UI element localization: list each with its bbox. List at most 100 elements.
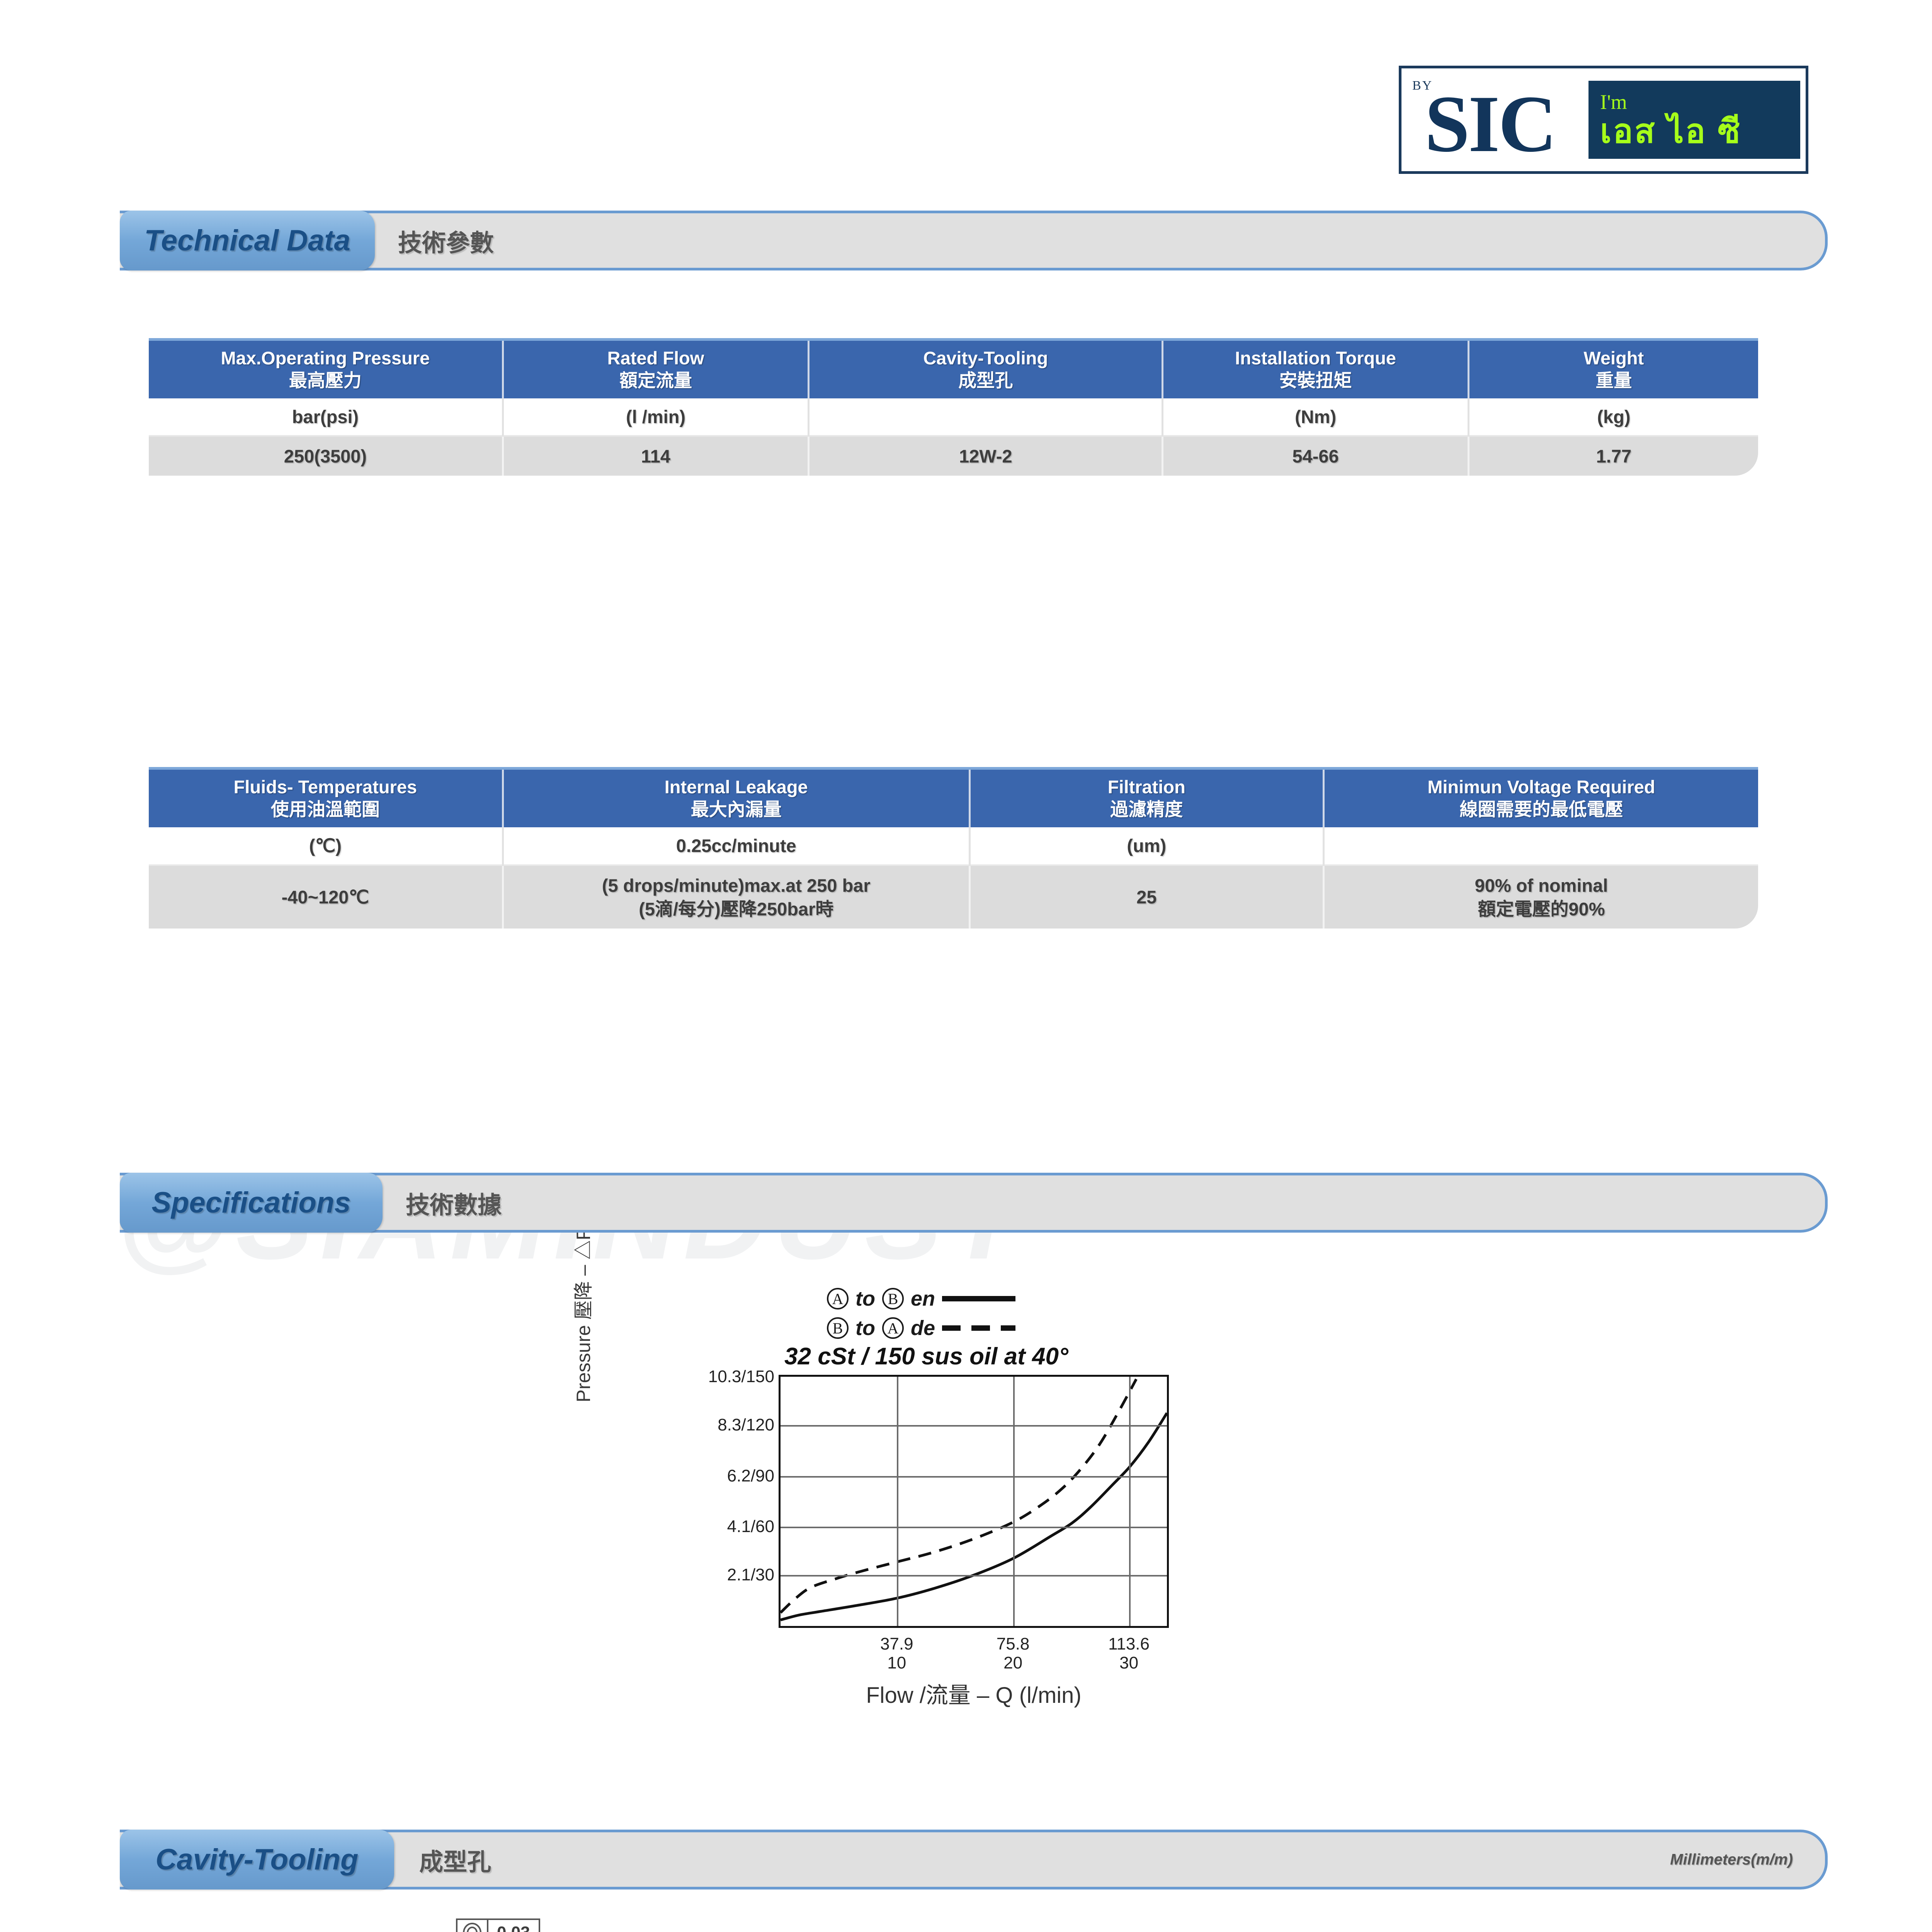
col-header-en: Internal Leakage [664, 777, 808, 797]
table-header-row: Fluids- Temperatures 使用油溫範圍 Internal Lea… [149, 767, 1758, 827]
table-value-row: 250(3500) 114 12W-2 54-66 1.77 [149, 435, 1758, 476]
table-unit-row: bar(psi) (l /min) (Nm) (kg) [149, 398, 1758, 437]
value-cell: 54-66 [1162, 435, 1469, 476]
chart-y-tick-label: 2.1/30 [727, 1565, 774, 1585]
col-header-cn: 最大內漏量 [690, 799, 782, 820]
technical-data-table-1: Max.Operating Pressure 最高壓力 Rated Flow 額… [149, 338, 1758, 476]
value-cell: 12W-2 [808, 435, 1164, 476]
value-line-1: -40~120℃ [281, 887, 369, 908]
col-header-cn: 過濾精度 [1110, 799, 1183, 820]
section-title-technical-data: Technical Data [144, 224, 350, 257]
port-b-icon: B [827, 1317, 849, 1339]
port-a-icon: A [882, 1317, 904, 1339]
col-header-cn: 最高壓力 [289, 370, 362, 391]
col-header-cn: 成型孔 [958, 370, 1013, 391]
value-line-2: (5滴/每分)壓降250bar時 [639, 898, 834, 919]
value-line-1: 25 [1136, 887, 1157, 908]
section-header-pill: Specifications [120, 1173, 383, 1233]
section-header-background [120, 1173, 1828, 1233]
table-value-row: -40~120℃ (5 drops/minute)max.at 250 bar … [149, 865, 1758, 929]
chart-curves [781, 1378, 1167, 1621]
gdt-concentricity-frame: 0.03 [456, 1918, 540, 1932]
col-header-weight: Weight 重量 [1468, 338, 1758, 398]
unit-cell: (l /min) [503, 398, 810, 437]
unit-cell: (um) [969, 827, 1325, 866]
concentricity-icon [457, 1920, 488, 1932]
col-header-en: Fluids- Temperatures [233, 777, 417, 797]
chart-gridline-horizontal [781, 1425, 1167, 1427]
chart-y-tick-label: 4.1/60 [727, 1517, 774, 1536]
value-cell: (5 drops/minute)max.at 250 bar (5滴/每分)壓降… [503, 865, 971, 929]
section-title-cavity-tooling: Cavity-Tooling [155, 1843, 359, 1876]
company-logo: BY SIC I'm เอส ไอ ซี [1399, 66, 1808, 174]
col-header-internal-leakage: Internal Leakage 最大內漏量 [503, 767, 971, 827]
unit-cell [1323, 827, 1758, 866]
col-header-rated-flow: Rated Flow 額定流量 [503, 338, 810, 398]
section-header-background [120, 211, 1828, 270]
chart-gridline-vertical [896, 1377, 898, 1626]
unit-note-millimeters: Millimeters(m/m) [1670, 1851, 1793, 1868]
col-header-cn: 使用油溫範圍 [270, 799, 380, 820]
chart-x-axis-label: Flow /流量 – Q (l/min) [866, 1683, 1082, 1708]
value-cell: -40~120℃ [149, 865, 504, 929]
logo-im-label: I'm [1600, 90, 1627, 114]
unit-cell: 0.25cc/minute [503, 827, 971, 866]
col-header-en: Weight [1583, 348, 1644, 368]
legend-to-word: to [855, 1316, 875, 1340]
curve-b-to-a [781, 1378, 1138, 1614]
col-header-en: Cavity-Tooling [923, 348, 1048, 368]
legend-code: de [910, 1316, 935, 1340]
logo-by-label: BY [1412, 78, 1433, 93]
col-header-en: Max.Operating Pressure [221, 348, 430, 368]
value-line-1: 90% of nominal [1475, 875, 1608, 896]
table-header-row: Max.Operating Pressure 最高壓力 Rated Flow 額… [149, 338, 1758, 398]
value-cell: 250(3500) [149, 435, 504, 476]
col-header-cn: 安裝扭矩 [1279, 370, 1352, 391]
col-header-cavity-tooling: Cavity-Tooling 成型孔 [808, 338, 1164, 398]
chart-gridline-vertical [1013, 1377, 1015, 1626]
pressure-flow-chart: A to B en B to A de 32 cSt / 150 sus oil… [573, 1187, 1298, 1808]
chart-title: 32 cSt / 150 sus oil at 40° [784, 1343, 1068, 1370]
chart-x-tick-label: 113.6 30 [1108, 1634, 1150, 1673]
col-header-en: Rated Flow [607, 348, 704, 368]
logo-brand-text: SIC [1425, 79, 1557, 169]
port-b-icon: B [882, 1288, 904, 1310]
chart-gridline-horizontal [781, 1527, 1167, 1529]
technical-data-table-2: Fluids- Temperatures 使用油溫範圍 Internal Lea… [149, 767, 1758, 929]
logo-sic-block: BY SIC [1407, 72, 1588, 167]
section-header-background [120, 1830, 1828, 1889]
unit-cell: (℃) [149, 827, 504, 866]
value-line-1: (5 drops/minute)max.at 250 bar [602, 875, 871, 896]
chart-plot-area: 2.1/30 4.1/60 6.2/90 8.3/120 10.3/150 37.9 10 7… [708, 1367, 1169, 1672]
value-cell: 25 [969, 865, 1325, 929]
legend-to-word: to [855, 1287, 875, 1310]
col-header-en: Minimun Voltage Required [1427, 777, 1655, 797]
value-line-2: 額定電壓的90% [1478, 898, 1605, 919]
col-header-cn: 額定流量 [619, 370, 692, 391]
unit-cell: (Nm) [1162, 398, 1469, 437]
chart-gridline-horizontal [781, 1476, 1167, 1478]
section-header-pill: Technical Data [120, 211, 375, 270]
col-header-max-operating-pressure: Max.Operating Pressure 最高壓力 [149, 338, 504, 398]
chart-gridline-horizontal [781, 1575, 1167, 1577]
legend-item-b-to-a: B to A de [827, 1316, 1136, 1340]
logo-thai-block: I'm เอส ไอ ซี [1588, 81, 1800, 159]
section-title-cn-technical-data: 技術參數 [398, 230, 494, 257]
legend-item-a-to-b: A to B en [827, 1287, 1136, 1311]
chart-y-tick-label: 8.3/120 [718, 1415, 774, 1435]
chart-y-tick-label: 6.2/90 [727, 1466, 774, 1485]
legend-code: en [910, 1287, 935, 1310]
col-header-cn: 線圈需要的最低電壓 [1459, 799, 1623, 820]
section-header-cavity-tooling: Cavity-Tooling 成型孔 Millimeters(m/m) [120, 1830, 1828, 1889]
col-header-en: Installation Torque [1235, 348, 1396, 368]
col-header-installation-torque: Installation Torque 安裝扭矩 [1162, 338, 1469, 398]
col-header-minimum-voltage-required: Minimun Voltage Required 線圈需要的最低電壓 [1323, 767, 1758, 827]
col-header-fluids-temperatures: Fluids- Temperatures 使用油溫範圍 [149, 767, 504, 827]
col-header-cn: 重量 [1595, 370, 1632, 391]
section-title-cn-cavity-tooling: 成型孔 [419, 1849, 492, 1876]
port-a-icon: A [827, 1288, 849, 1310]
gdt-value: 0.03 [488, 1920, 539, 1932]
value-cell: 90% of nominal 額定電壓的90% [1323, 865, 1758, 929]
section-title-specifications: Specifications [151, 1186, 351, 1219]
table-unit-row: (℃) 0.25cc/minute (um) [149, 827, 1758, 866]
